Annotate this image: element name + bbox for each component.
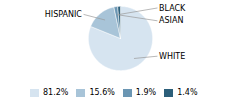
html-text:81.2%: 81.2%	[43, 88, 69, 97]
svg-text:BLACK: BLACK	[159, 4, 186, 13]
svg-text:ASIAN: ASIAN	[159, 16, 183, 25]
html-text:1.9%: 1.9%	[135, 88, 157, 97]
html-text:1.4%: 1.4%	[177, 88, 198, 97]
svg-text:HISPANIC: HISPANIC	[45, 10, 83, 19]
svg-text:WHITE: WHITE	[159, 52, 185, 61]
html-text:15.6%: 15.6%	[89, 88, 115, 97]
